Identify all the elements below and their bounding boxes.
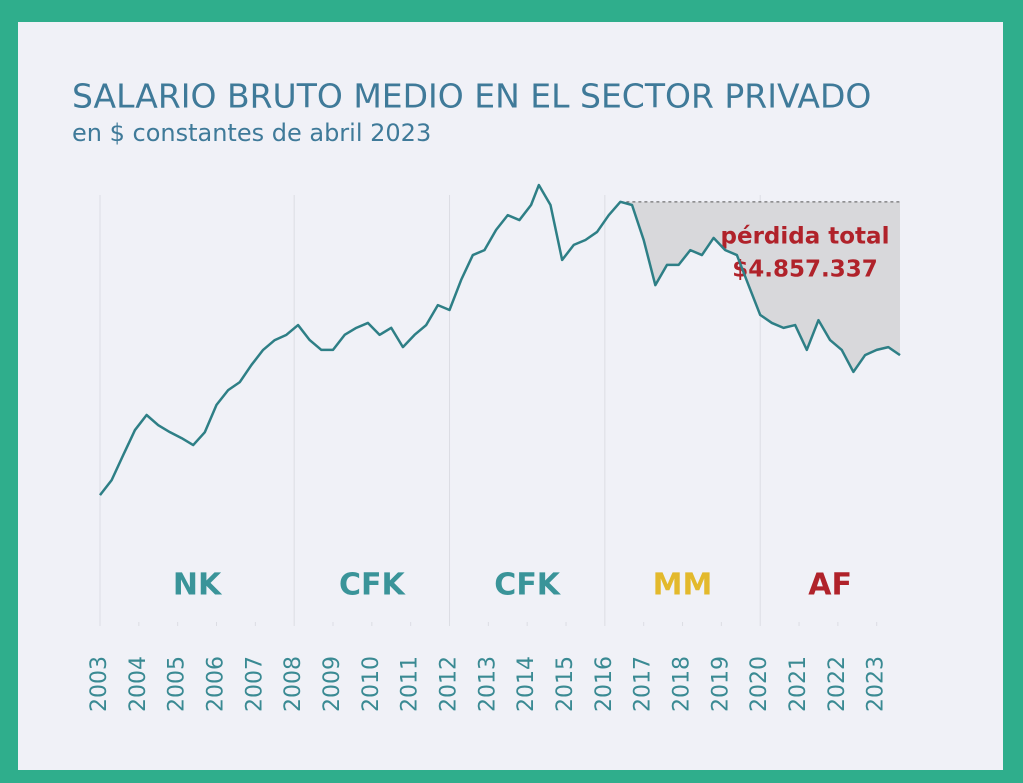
x-tick-label: 2019: [708, 656, 733, 712]
x-tick-label: 2005: [165, 656, 190, 712]
x-tick-label: 2009: [320, 656, 345, 712]
chart-title: SALARIO BRUTO MEDIO EN EL SECTOR PRIVADO: [72, 77, 871, 116]
x-tick-label: 2006: [204, 656, 229, 712]
x-tick-label: 2020: [747, 656, 772, 712]
x-tick-label: 2022: [825, 656, 850, 712]
era-label: NK: [173, 568, 223, 603]
x-tick-label: 2021: [786, 656, 811, 712]
x-tick-label: 2017: [631, 656, 656, 712]
loss-label: pérdida total: [721, 224, 890, 250]
x-tick-label: 2004: [126, 656, 151, 712]
x-tick-label: 2003: [87, 656, 112, 712]
era-label: CFK: [494, 568, 562, 603]
x-tick-label: 2023: [864, 656, 889, 712]
chart-subtitle: en $ constantes de abril 2023: [72, 119, 431, 147]
x-tick-label: 2014: [514, 656, 539, 712]
x-tick-label: 2008: [281, 656, 306, 712]
x-tick-label: 2018: [670, 656, 695, 712]
panel: [18, 22, 1003, 770]
x-tick-label: 2015: [553, 656, 578, 712]
x-tick-label: 2012: [437, 656, 462, 712]
data-line: [99, 183, 901, 496]
x-tick-label: 2013: [475, 656, 500, 712]
era-label: MM: [653, 568, 713, 603]
loss-area: [620, 201, 900, 372]
x-tick-label: 2007: [242, 656, 267, 712]
era-label: CFK: [339, 568, 407, 603]
x-tick-label: 2016: [592, 656, 617, 712]
x-tick-label: 2010: [359, 656, 384, 712]
x-tick-label: 2011: [398, 656, 423, 712]
loss-amount: $4.857.337: [732, 257, 878, 283]
era-label: AF: [808, 568, 852, 603]
